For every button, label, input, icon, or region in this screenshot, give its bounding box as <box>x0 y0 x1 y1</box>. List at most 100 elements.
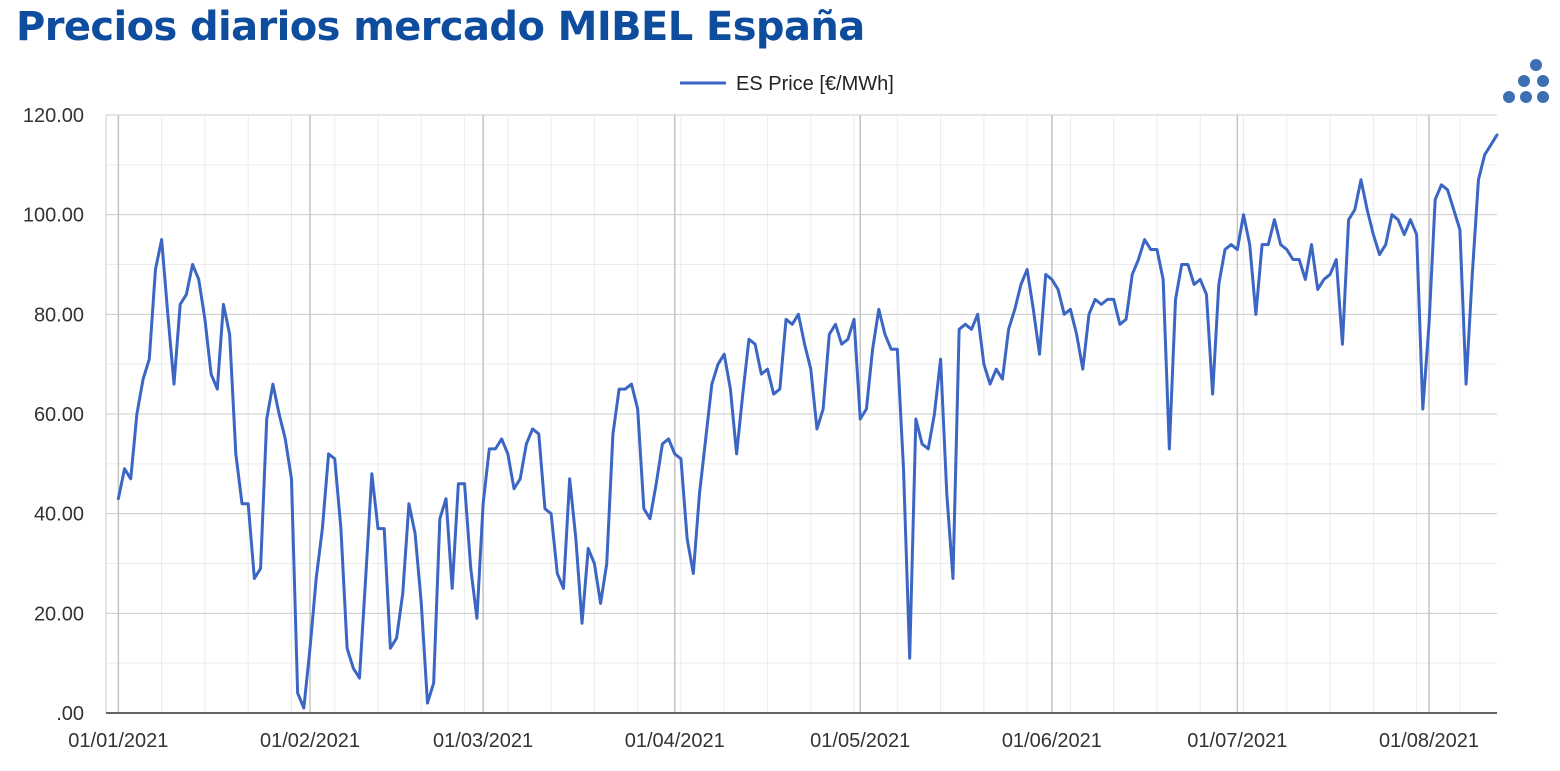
data-point <box>914 417 917 420</box>
x-tick-label: 01/07/2021 <box>1187 730 1287 752</box>
data-point <box>234 452 237 455</box>
data-point <box>834 323 837 326</box>
data-point <box>1223 248 1226 251</box>
data-point <box>1013 308 1016 311</box>
data-point <box>432 682 435 685</box>
data-point <box>321 527 324 530</box>
data-point <box>290 477 293 480</box>
data-point <box>173 383 176 386</box>
data-point <box>1193 283 1196 286</box>
data-point <box>1106 298 1109 301</box>
data-point <box>1421 408 1424 411</box>
data-point <box>426 702 429 705</box>
data-point <box>574 537 577 540</box>
data-point <box>346 647 349 650</box>
data-point <box>525 442 528 445</box>
data-point <box>1155 248 1158 251</box>
data-point <box>284 437 287 440</box>
data-point <box>1477 178 1480 181</box>
x-tick-label: 01/05/2021 <box>810 730 910 752</box>
data-point <box>618 388 621 391</box>
page-title: Precios diarios mercado MIBEL España <box>16 4 865 50</box>
data-point <box>457 482 460 485</box>
data-point <box>995 368 998 371</box>
data-point <box>1465 383 1468 386</box>
data-point <box>550 512 553 515</box>
data-point <box>1384 243 1387 246</box>
data-point <box>1038 353 1041 356</box>
data-point <box>951 577 954 580</box>
data-point <box>766 368 769 371</box>
data-point <box>1143 238 1146 241</box>
data-point <box>1125 318 1128 321</box>
data-point <box>667 437 670 440</box>
y-tick-label: 120.00 <box>23 105 84 127</box>
data-point <box>1310 243 1313 246</box>
data-point <box>976 313 979 316</box>
data-point <box>1434 198 1437 201</box>
data-point <box>1199 278 1202 281</box>
data-point <box>927 447 930 450</box>
data-point <box>253 577 256 580</box>
data-point <box>1180 263 1183 266</box>
data-point <box>395 637 398 640</box>
data-point <box>1236 248 1239 251</box>
data-point <box>809 368 812 371</box>
data-point <box>537 432 540 435</box>
data-point <box>754 343 757 346</box>
data-point <box>1415 233 1418 236</box>
data-point <box>1378 253 1381 256</box>
data-point <box>1341 343 1344 346</box>
logo-dot <box>1518 75 1530 87</box>
data-point <box>309 647 312 650</box>
data-point <box>154 268 157 271</box>
data-point <box>778 388 781 391</box>
data-point <box>686 537 689 540</box>
data-point <box>383 527 386 530</box>
data-point <box>475 617 478 620</box>
data-point <box>679 457 682 460</box>
data-point <box>933 413 936 416</box>
y-axis: .00 20.00 40.00 60.00 80.00 100.00 120.00 <box>23 105 107 725</box>
data-point <box>661 442 664 445</box>
data-point <box>1335 258 1338 261</box>
data-point <box>1316 288 1319 291</box>
logo-dot <box>1537 75 1549 87</box>
data-point <box>1322 278 1325 281</box>
y-tick-label: 40.00 <box>34 504 84 526</box>
series-group <box>116 133 1499 710</box>
data-point <box>160 238 163 241</box>
data-point <box>296 692 299 695</box>
data-point <box>636 408 639 411</box>
data-point <box>642 507 645 510</box>
data-point <box>853 318 856 321</box>
data-point <box>185 293 188 296</box>
data-point <box>1483 153 1486 156</box>
x-tick-label: 01/02/2021 <box>260 730 360 752</box>
data-point <box>1347 218 1350 221</box>
data-point <box>469 567 472 570</box>
data-point <box>1452 208 1455 211</box>
logo-dot <box>1537 91 1549 103</box>
data-point <box>197 278 200 281</box>
data-point <box>302 707 305 710</box>
major-gridlines <box>106 114 1497 714</box>
data-point <box>1446 188 1449 191</box>
data-point <box>1001 378 1004 381</box>
legend-label: ES Price [€/MWh] <box>736 73 894 95</box>
data-point <box>828 333 831 336</box>
logo-dot <box>1530 59 1542 71</box>
legend: ES Price [€/MWh] <box>680 73 894 95</box>
data-point <box>494 447 497 450</box>
data-point <box>1390 213 1393 216</box>
data-point <box>265 417 268 420</box>
data-point <box>1112 298 1115 301</box>
data-point <box>710 383 713 386</box>
data-point <box>630 383 633 386</box>
data-point <box>1044 273 1047 276</box>
data-point <box>401 592 404 595</box>
data-point <box>1397 218 1400 221</box>
x-tick-label: 01/08/2021 <box>1379 730 1479 752</box>
data-point <box>1353 208 1356 211</box>
data-point <box>797 313 800 316</box>
